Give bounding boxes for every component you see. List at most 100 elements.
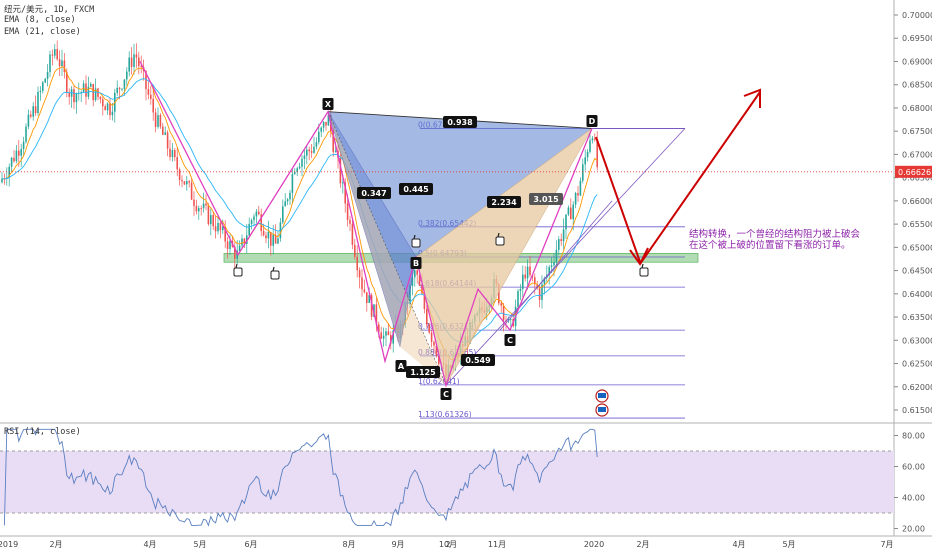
point-marker (440, 388, 452, 400)
candle-body (591, 138, 594, 141)
candle-body (154, 112, 157, 127)
candle-body (226, 241, 229, 249)
candle-body (579, 180, 582, 196)
candle-body (111, 111, 114, 116)
candle-body (529, 266, 531, 276)
price-tick-label: 0.62000 (902, 383, 932, 392)
candle-body (68, 92, 70, 97)
candle-body (207, 205, 210, 225)
candle-body (262, 230, 265, 236)
candle-body (354, 244, 356, 257)
ratio-label: 3.015 (533, 195, 559, 204)
price-tick-label: 0.62500 (902, 360, 932, 369)
thumbs-up-icon (270, 270, 280, 280)
time-tick-label: 10月 (439, 540, 457, 549)
candle-body (27, 114, 30, 127)
candle-body (296, 168, 298, 173)
candle-body (320, 127, 322, 132)
thumbs-up-icon-stroke (413, 234, 416, 240)
candle-body (594, 138, 596, 140)
candle-body (438, 355, 440, 365)
point-marker (410, 257, 422, 269)
candle-body (270, 231, 272, 246)
candle-body (118, 87, 121, 90)
candle-body (241, 238, 243, 246)
candle-body (217, 222, 219, 232)
candle-body (224, 226, 226, 242)
current-price-badge (895, 165, 932, 178)
candle-body (190, 182, 193, 200)
candle-body (382, 335, 385, 339)
candle-body (570, 207, 572, 220)
candle-body (567, 207, 570, 215)
candle-body (66, 72, 68, 93)
candle-body (20, 149, 22, 156)
candle-body (90, 83, 92, 87)
time-tick-label: 9月 (391, 540, 404, 549)
candle-body (553, 262, 555, 266)
candle-body (550, 265, 553, 267)
candle-body (313, 146, 315, 153)
candle-body (351, 223, 354, 245)
rsi-tick-label: 20.00 (902, 525, 925, 534)
candle-body (543, 277, 546, 285)
candle-body (229, 240, 231, 249)
candle-body (212, 215, 214, 227)
candle-body (577, 193, 579, 196)
candle-body (128, 57, 130, 72)
candle-body (234, 246, 236, 259)
candle-body (538, 288, 541, 300)
candle-body (428, 324, 430, 333)
ratio-label: 0.938 (447, 118, 473, 127)
ratio-badge (357, 187, 391, 199)
candle-body (135, 54, 138, 58)
candle-body (361, 277, 363, 290)
candle-body (140, 66, 142, 68)
time-tick-label: 8月 (342, 540, 355, 549)
candle-body (286, 199, 289, 202)
ratio-badge (443, 116, 477, 128)
candle-body (56, 49, 58, 60)
candle-body (255, 211, 258, 217)
candle-body (130, 57, 133, 67)
candle-body (572, 204, 574, 220)
up-arrow-shaft (639, 91, 761, 265)
price-tick-label: 0.67500 (902, 127, 932, 136)
candle-body (99, 96, 102, 100)
candle-body (411, 277, 414, 286)
ratio-badge (399, 183, 433, 195)
candle-body (565, 214, 567, 230)
fib-label: 1(0.62041) (418, 377, 460, 386)
candle-body (178, 169, 181, 180)
flag-stripe (598, 407, 606, 412)
candle-body (109, 103, 111, 116)
candle-body (370, 295, 373, 317)
candle-body (214, 226, 217, 232)
candle-body (104, 106, 106, 111)
candle-body (1, 178, 3, 183)
ratio-badge (406, 366, 440, 378)
candle-body (589, 140, 591, 152)
candle-body (562, 229, 565, 242)
candle-body (582, 164, 584, 181)
candle-body (522, 274, 524, 289)
candle-body (378, 324, 380, 333)
candle-body (236, 250, 238, 259)
candle-body (519, 288, 522, 291)
ratio-badge (461, 354, 495, 366)
candle-body (558, 239, 560, 250)
candle-body (390, 335, 392, 344)
candle-body (121, 88, 123, 90)
candle-body (325, 121, 327, 126)
candle-body (358, 270, 361, 278)
candle-body (291, 173, 294, 193)
candle-body (222, 226, 224, 231)
candle-body (502, 305, 505, 321)
candle-body (123, 79, 126, 89)
time-tick-label: 2月 (636, 540, 649, 549)
thumbs-up-icon-stroke (497, 232, 500, 238)
xc-line (327, 111, 447, 386)
price-tick-label: 0.69000 (902, 57, 932, 66)
price-tick-label: 0.64500 (902, 267, 932, 276)
